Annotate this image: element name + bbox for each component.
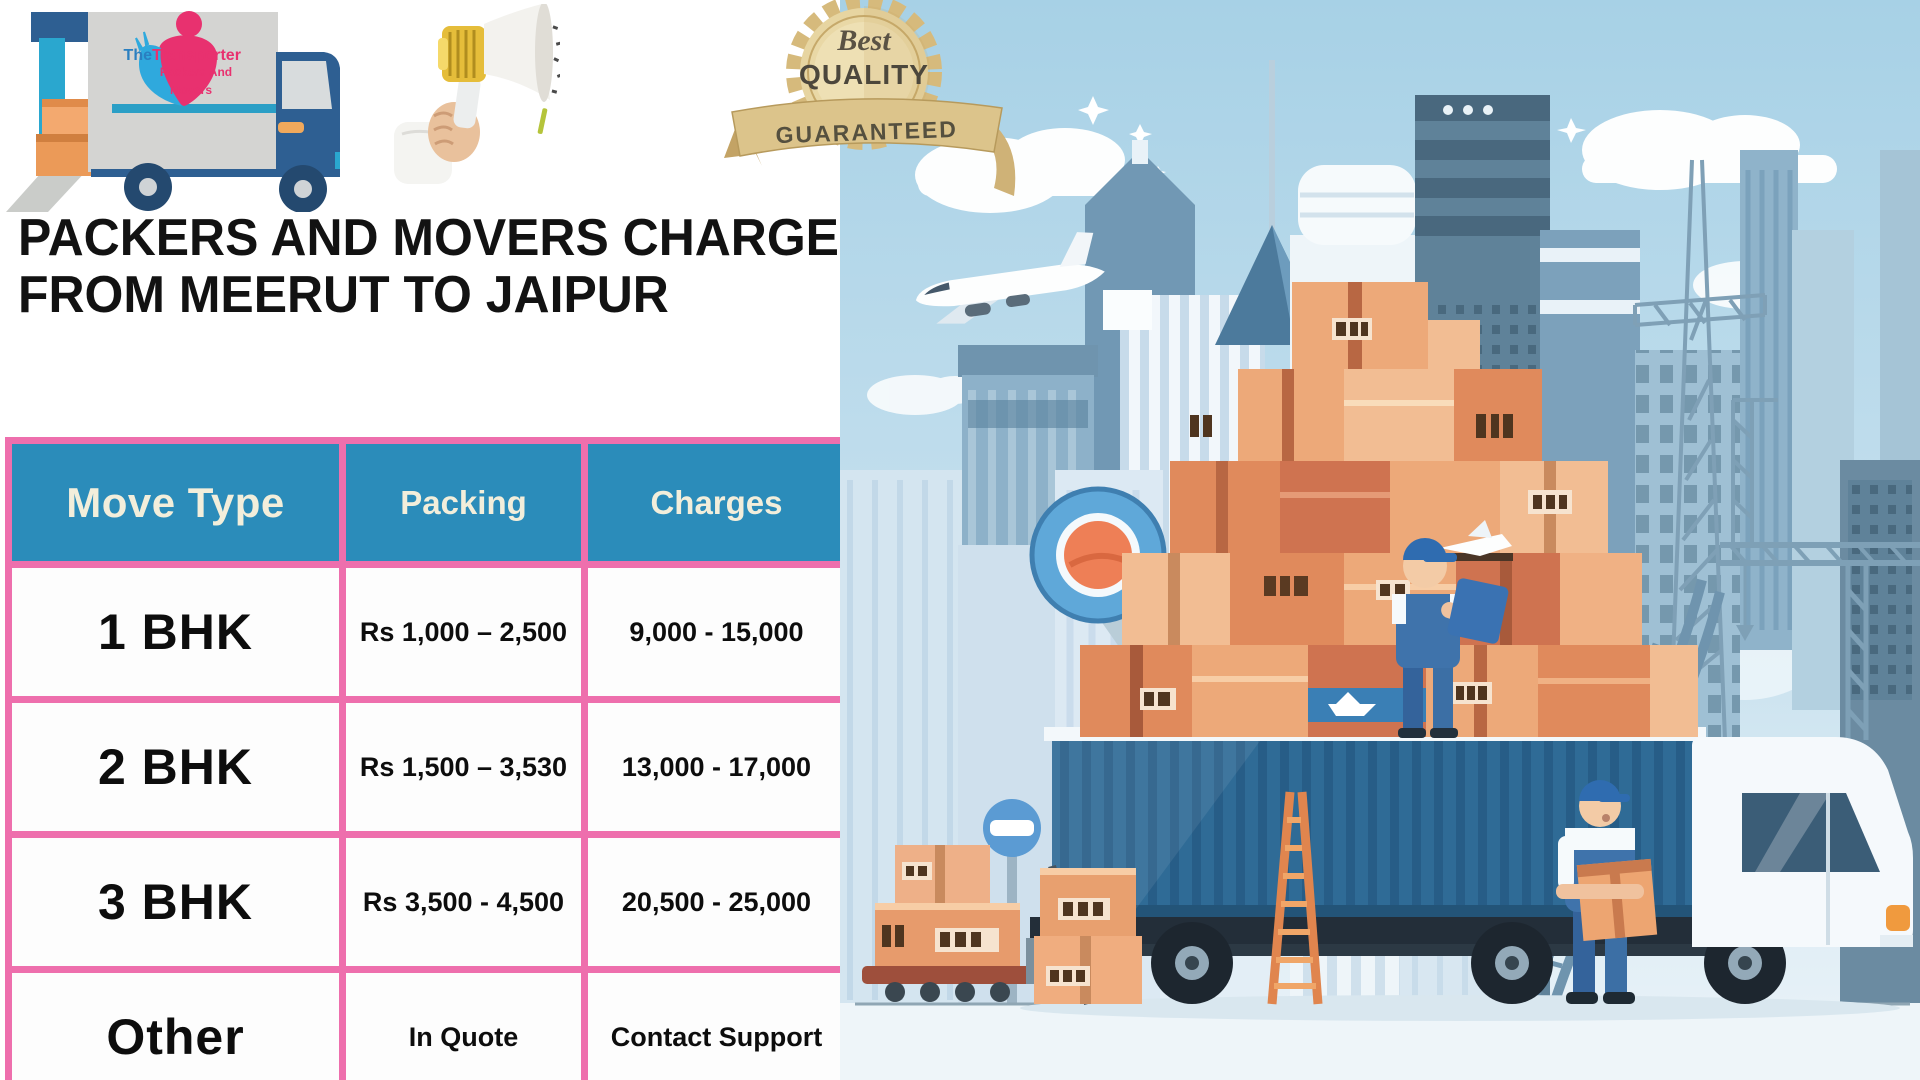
box-stack: [1034, 864, 1142, 1006]
header-packing: Packing: [339, 437, 588, 568]
logo-sub2: Movers: [170, 83, 212, 97]
table-row: 3 BHK Rs 3,500 - 4,500 20,500 - 25,000: [5, 831, 852, 973]
toy-plane-icon: [1435, 520, 1513, 561]
cell-move-type: 3 BHK: [5, 831, 346, 973]
ladder-icon: [1267, 791, 1323, 1005]
badge-ribbon-icon: [724, 98, 1016, 196]
page-title-line2: FROM MEERUT TO JAIPUR: [18, 266, 669, 324]
company-truck-logo: The Transporter Packers And Movers: [6, 11, 340, 212]
dolly-cart: [862, 845, 1034, 1002]
cardboard-box-pile: [1080, 282, 1698, 737]
table-row: Other In Quote Contact Support: [5, 966, 852, 1080]
page-title: PACKERS AND MOVERS CHARGES FROM MEERUT T…: [18, 209, 873, 324]
badge-middle-label: QUALITY: [799, 59, 929, 90]
heart-hand-logo-icon: [135, 11, 218, 106]
truck-cab-icon: [276, 52, 340, 174]
badge-starburst-icon: [786, 0, 942, 150]
moving-truck: [1030, 727, 1913, 1004]
moving-city-illustration: [840, 0, 1920, 1080]
cell-packing: Rs 3,500 - 4,500: [339, 831, 588, 973]
megaphone-body-icon: [438, 4, 553, 102]
megaphone-icon: [394, 4, 560, 184]
badge-bottom-label: GUARANTEED: [775, 116, 958, 148]
cell-charges: Contact Support: [581, 966, 852, 1080]
table-row: 1 BHK Rs 1,000 – 2,500 9,000 - 15,000: [5, 561, 852, 703]
cell-packing: In Quote: [339, 966, 588, 1080]
cell-packing: Rs 1,000 – 2,500: [339, 561, 588, 703]
cell-charges: 13,000 - 17,000: [581, 696, 852, 838]
table-row: 2 BHK Rs 1,500 – 3,530 13,000 - 17,000: [5, 696, 852, 838]
table-header-row: Move Type Packing Charges: [5, 437, 852, 568]
cell-move-type: Other: [5, 966, 346, 1080]
worker-carrying-box: [1556, 780, 1658, 1004]
logo-brand-prefix: The: [124, 47, 153, 64]
airplane-icon: [915, 232, 1105, 324]
header-move-type: Move Type: [5, 437, 346, 568]
crane-icon: [1720, 398, 1920, 740]
cell-charges: 9,000 - 15,000: [581, 561, 852, 703]
cell-move-type: 1 BHK: [5, 561, 346, 703]
clipboard-icon: [1447, 578, 1509, 644]
cell-packing: Rs 1,500 – 3,530: [339, 696, 588, 838]
header-charges: Charges: [581, 437, 852, 568]
badge-top-label: Best: [836, 24, 892, 57]
truck-wheel-icon: [124, 163, 327, 212]
quality-badge: Best QUALITY GUARANTEED: [724, 0, 1016, 196]
truck-cab: [1692, 737, 1913, 947]
box-label-icon: [1140, 318, 1572, 710]
truck-chassis-icon: [91, 169, 340, 177]
pricing-table: Move Type Packing Charges 1 BHK Rs 1,000…: [5, 437, 852, 1080]
cell-move-type: 2 BHK: [5, 696, 346, 838]
accent-dash-icon: [537, 108, 548, 134]
cell-charges: 20,500 - 25,000: [581, 831, 852, 973]
worker-clipboard: [1392, 538, 1509, 738]
truck-open-back-icon: [31, 12, 93, 176]
logo-sub1: Packers And: [160, 65, 232, 79]
page-title-line1: PACKERS AND MOVERS CHARGES: [18, 209, 873, 267]
logo-brand-main: Transporter: [152, 47, 241, 64]
